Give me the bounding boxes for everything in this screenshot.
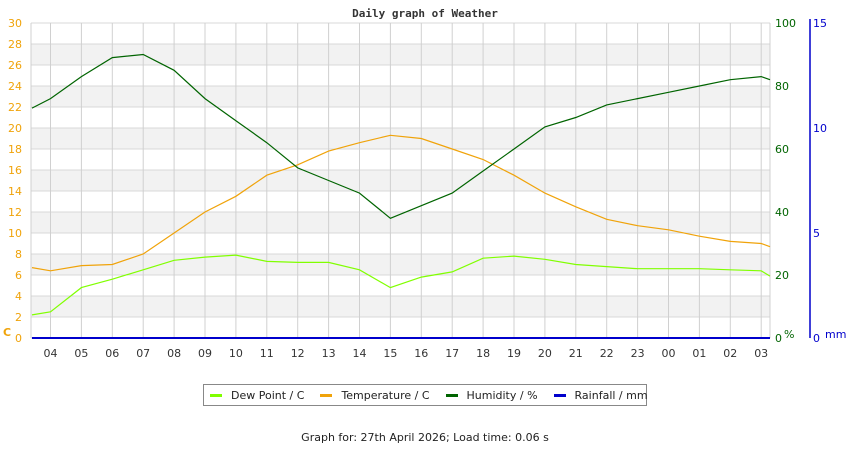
y2-tick-label: 40 [775,206,789,219]
y-tick-label: 4 [15,290,22,303]
legend-label: Humidity / % [466,388,538,402]
y-tick-label: 24 [8,80,22,93]
series-line-temperature [31,134,771,272]
weather-chart: Daily graph of Weather 04 05 06 07 08 09 10 11 1… [3,7,846,360]
y-tick-label: 10 [8,227,22,240]
y2-axis-unit-label: % [784,328,794,341]
humidity-swatch-icon [445,393,458,397]
y3-tick-label: 5 [813,227,820,240]
x-tick-label: 19 [507,347,521,360]
x-tick-label: 10 [229,347,243,360]
footer-status: Graph for: 27th April 2026; Load time: 0… [301,431,549,444]
legend-item-rainfall: Rainfall / mm [553,388,648,402]
legend-item-humidity: Humidity / % [445,388,538,402]
x-tick-label: 00 [662,347,676,360]
y3-tick-label: 10 [813,122,827,135]
y2-tick-label: 80 [775,80,789,93]
y-tick-label: 26 [8,59,22,72]
y-tick-label: 12 [8,206,22,219]
y2-tick-label: 0 [775,332,782,345]
y-tick-label: 6 [15,269,22,282]
legend-label: Rainfall / mm [574,388,648,402]
x-tick-label: 21 [569,347,583,360]
x-tick-label: 02 [723,347,737,360]
x-tick-label: 20 [538,347,552,360]
y-tick-label: 18 [8,143,22,156]
series-line-humidity [31,53,771,219]
y3-tick-label: 0 [813,332,820,345]
rainfall-swatch-icon [553,393,566,397]
chart-title: Daily graph of Weather [352,7,498,20]
x-tick-label: 13 [322,347,336,360]
x-tick-label: 09 [198,347,212,360]
y-tick-label: 8 [15,248,22,261]
chart-legend: Dew Point / C Temperature / C Humidity /… [203,384,648,406]
x-tick-label: 11 [260,347,274,360]
y-tick-label: 2 [15,311,22,324]
x-tick-label: 16 [414,347,428,360]
y3-tick-label: 15 [813,17,827,30]
series-lines [31,53,771,339]
y2-tick-label: 20 [775,269,789,282]
y-axis-unit-label: C [3,326,11,339]
legend-item-temperature: Temperature / C [320,388,430,402]
x-tick-label: 17 [445,347,459,360]
x-tick-label: 05 [74,347,88,360]
y-tick-label: 0 [15,332,22,345]
temperature-swatch-icon [320,393,333,397]
dew-point-swatch-icon [210,393,222,397]
legend-label: Temperature / C [341,388,430,402]
x-tick-label: 22 [600,347,614,360]
y-tick-label: 16 [8,164,22,177]
legend-label: Dew Point / C [231,388,305,402]
x-tick-label: 18 [476,347,490,360]
y2-tick-label: 100 [775,17,796,30]
x-tick-label: 08 [167,347,181,360]
y-tick-label: 20 [8,122,22,135]
y-tick-label: 22 [8,101,22,114]
series-line-dew [31,254,771,316]
x-tick-label: 06 [105,347,119,360]
y-tick-label: 30 [8,17,22,30]
x-tick-label: 07 [136,347,150,360]
x-tick-label: 14 [353,347,367,360]
plot-bands [31,44,770,317]
y-tick-label: 14 [8,185,22,198]
x-tick-label: 04 [44,347,58,360]
y2-tick-label: 60 [775,143,789,156]
x-tick-label: 15 [383,347,397,360]
x-tick-label: 23 [631,347,645,360]
axes: 04 05 06 07 08 09 10 11 12 13 14 15 16 17 18 19 20 21 22 23… [3,17,846,360]
x-tick-label: 12 [291,347,305,360]
y-tick-label: 28 [8,38,22,51]
x-tick-label: 01 [692,347,706,360]
y3-axis-unit-label: mm [825,328,846,341]
legend-item-dew-point: Dew Point / C [210,389,304,402]
gridlines [30,22,771,339]
x-tick-label: 03 [754,347,768,360]
